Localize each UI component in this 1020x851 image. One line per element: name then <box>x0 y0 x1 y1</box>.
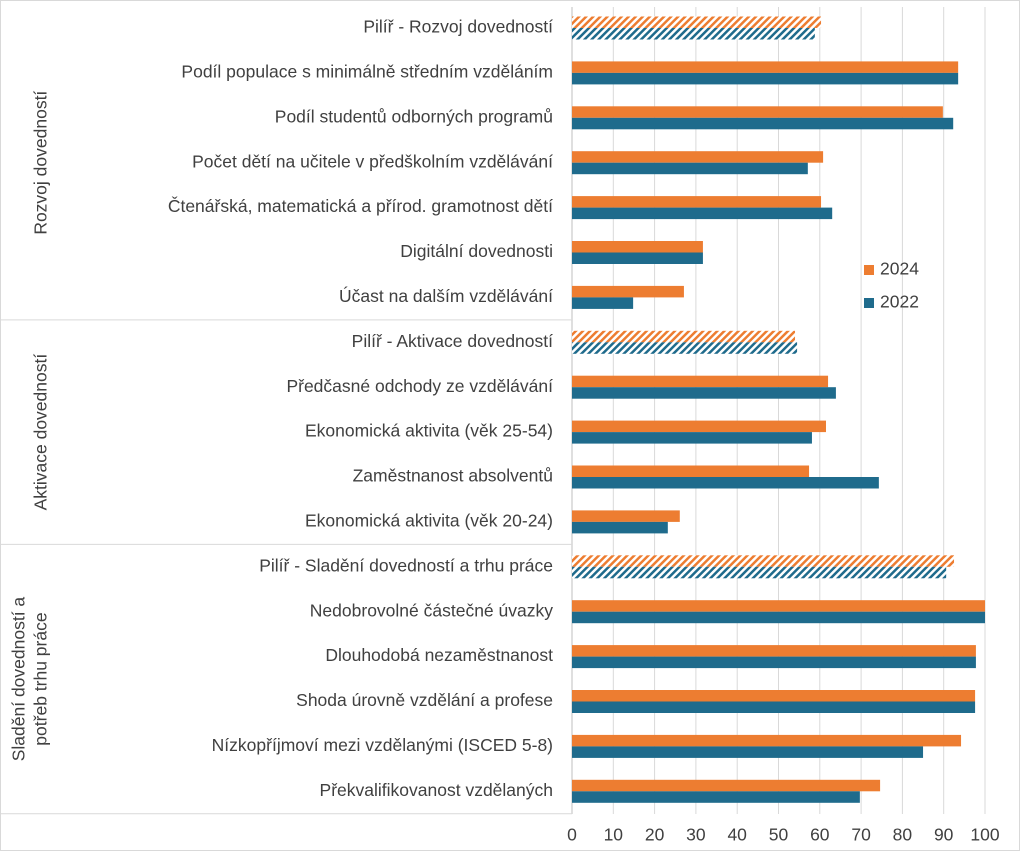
bar <box>572 645 976 657</box>
bar <box>572 252 703 264</box>
category-label: Pilíř - Aktivace dovedností <box>352 331 553 351</box>
bar <box>572 285 684 298</box>
bar <box>572 72 959 85</box>
x-tick-label: 70 <box>851 825 871 845</box>
bar <box>572 330 796 343</box>
bar <box>572 477 879 489</box>
category-label: Nedobrovolné částečné úvazky <box>310 600 553 620</box>
x-tick-label: 60 <box>810 825 830 845</box>
category-label: Počet dětí na učitele v předškolním vzdě… <box>192 151 553 171</box>
bar <box>572 241 703 253</box>
category-label: Ekonomická aktivita (věk 20-24) <box>305 511 553 531</box>
x-tick-label: 80 <box>893 825 913 845</box>
category-label: Překvalifikovanost vzdělaných <box>320 780 553 800</box>
bar <box>572 162 808 175</box>
bar <box>572 420 826 433</box>
group-label: Aktivace dovedností <box>31 354 51 511</box>
category-label: Pilíř - Sladění dovedností a trhu práce <box>259 555 553 575</box>
group-label: Rozvoj dovedností <box>31 91 51 235</box>
bar <box>572 196 822 208</box>
x-tick-label: 10 <box>604 825 624 845</box>
bar <box>572 690 976 702</box>
bar <box>572 117 954 130</box>
bar <box>572 28 815 40</box>
category-label: Digitální dovednosti <box>400 241 553 261</box>
x-tick-label: 90 <box>934 825 954 845</box>
bar <box>572 432 812 444</box>
legend-label: 2024 <box>880 259 919 279</box>
bar <box>572 746 924 758</box>
category-label: Dlouhodobá nezaměstnanost <box>325 645 553 665</box>
bar <box>572 16 822 28</box>
bar <box>572 61 959 73</box>
bar <box>572 791 860 803</box>
bar <box>572 375 829 388</box>
bar <box>572 342 798 354</box>
bar <box>572 555 955 567</box>
x-tick-label: 40 <box>727 825 747 845</box>
category-label: Předčasné odchody ze vzdělávání <box>286 376 553 396</box>
x-tick-label: 50 <box>769 825 789 845</box>
bar <box>572 566 947 579</box>
category-label: Čtenářská, matematická a přírod. gramotn… <box>168 195 553 216</box>
group-label: Sladění dovedností a <box>9 597 29 762</box>
legend-swatch <box>864 265 874 275</box>
x-tick-label: 30 <box>686 825 706 845</box>
category-label: Nízkopříjmoví mezi vzdělanými (ISCED 5-8… <box>212 735 553 755</box>
group-label: potřeb trhu práce <box>31 612 51 745</box>
category-label: Podíl populace s minimálně středním vzdě… <box>181 62 553 82</box>
bar <box>572 600 985 612</box>
category-label: Pilíř - Rozvoj dovedností <box>363 17 553 37</box>
category-label: Podíl studentů odborných programů <box>275 106 553 126</box>
legend-swatch <box>864 298 874 308</box>
x-tick-label: 100 <box>970 825 999 845</box>
category-label: Shoda úrovně vzdělání a profese <box>296 690 553 710</box>
bar <box>572 151 824 163</box>
bar <box>572 510 680 522</box>
bar <box>572 779 881 792</box>
legend-label: 2022 <box>880 292 919 312</box>
bar <box>572 701 976 713</box>
category-label: Ekonomická aktivita (věk 25-54) <box>305 421 553 441</box>
bar <box>572 611 985 624</box>
bar <box>572 656 976 669</box>
bar <box>572 521 668 534</box>
bar <box>572 297 634 309</box>
category-label: Účast na dalším vzdělávání <box>339 285 553 306</box>
x-tick-label: 20 <box>645 825 665 845</box>
x-tick-label: 0 <box>567 825 577 845</box>
bar <box>572 207 833 220</box>
bar <box>572 465 810 477</box>
bar <box>572 106 943 118</box>
category-label: Zaměstnanost absolventů <box>353 466 553 486</box>
bar <box>572 387 836 399</box>
bar <box>572 734 962 747</box>
